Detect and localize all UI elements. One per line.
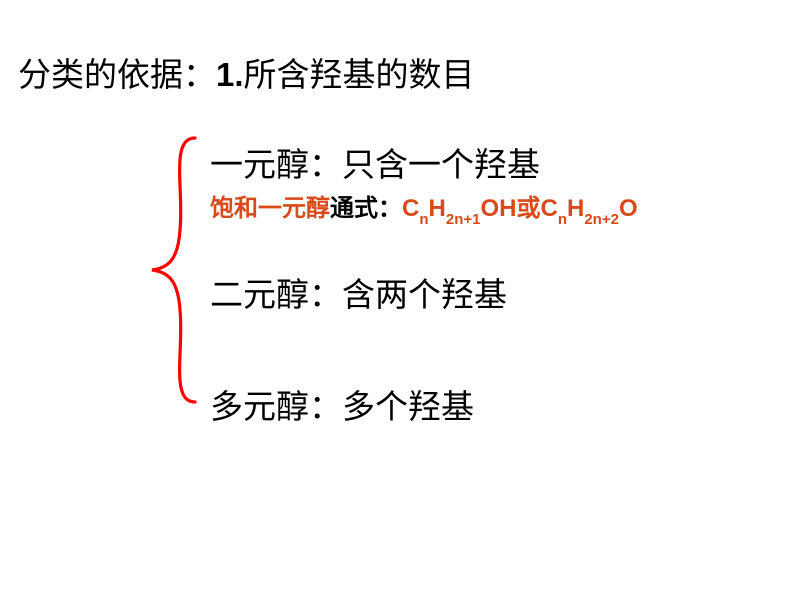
item-di: 二元醇：含两个羟基: [210, 268, 507, 316]
item-formula-line: 饱和一元醇通式：CnH2n+1OH或CnH2n+2O: [210, 188, 638, 226]
f1-c: C: [402, 195, 419, 222]
title-suffix: 所含羟基的数目: [244, 58, 475, 94]
formula-prefix: 饱和一元醇: [210, 195, 330, 222]
formula-1: CnH2n+1OH: [402, 195, 516, 222]
item-poly: 多元醇：多个羟基: [210, 380, 474, 428]
title-prefix: 分类的依据：: [18, 58, 216, 94]
f1-sub1: n: [419, 211, 428, 228]
f2-c: C: [540, 195, 557, 222]
f2-h: H: [567, 195, 584, 222]
formula-middle: 通式：: [330, 195, 402, 222]
title-line: 分类的依据：1.所含羟基的数目: [18, 48, 475, 96]
slide: 分类的依据：1.所含羟基的数目 一元醇：只含一个羟基 饱和一元醇通式：CnH2n…: [0, 0, 794, 596]
formula-2: CnH2n+2O: [540, 195, 637, 222]
f1-sub2: 2n+1: [446, 211, 481, 228]
formula-or: 或: [516, 195, 540, 222]
title-number: 1.: [216, 56, 244, 93]
item-mono: 一元醇：只含一个羟基: [210, 138, 540, 186]
curly-brace: [140, 130, 210, 410]
f2-tail: O: [619, 195, 638, 222]
f2-sub2: 2n+2: [584, 211, 619, 228]
f2-sub1: n: [558, 211, 567, 228]
f1-h: H: [429, 195, 446, 222]
f1-tail: OH: [480, 195, 516, 222]
